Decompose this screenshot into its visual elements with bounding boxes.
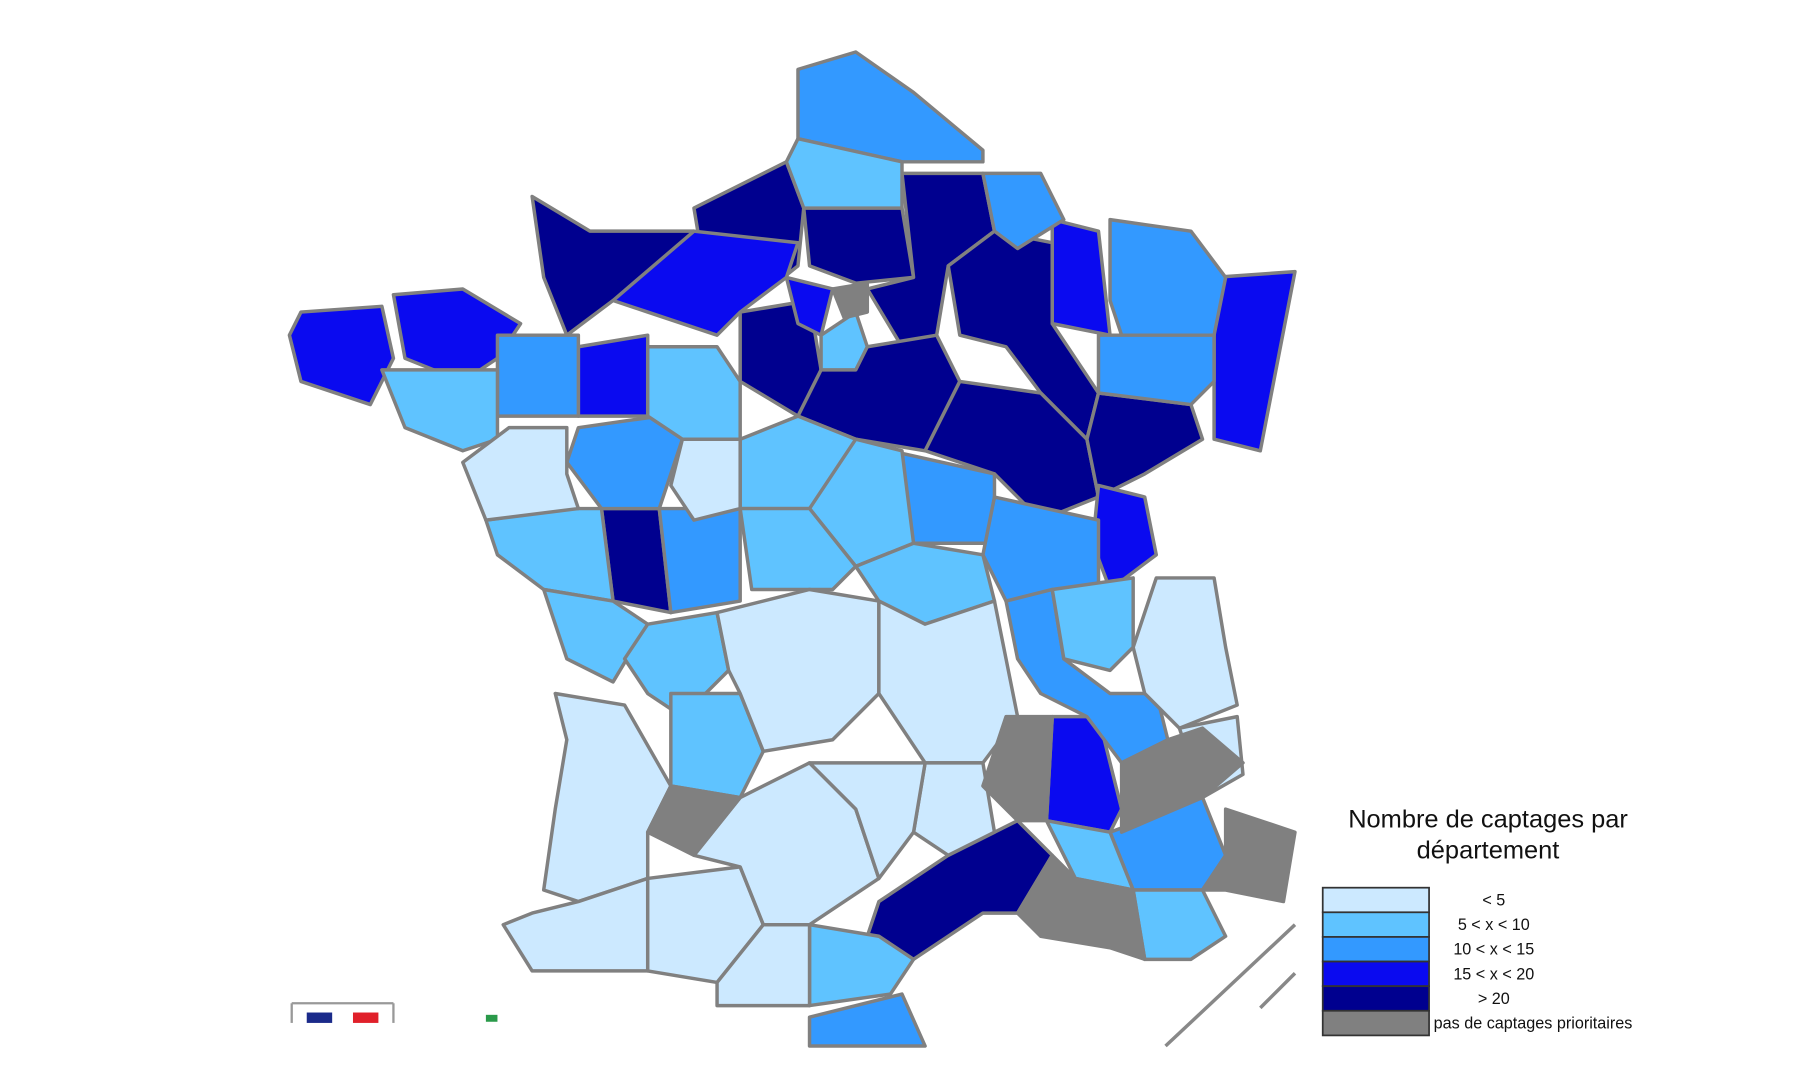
department <box>807 761 927 881</box>
department <box>1200 807 1297 904</box>
legend-title: Nombre de captages par <box>1348 805 1628 833</box>
department <box>981 714 1054 823</box>
department <box>645 784 742 858</box>
legend-label: 5 < x < 10 <box>1458 916 1530 934</box>
department <box>657 506 742 615</box>
decor-line <box>1259 971 1297 1010</box>
department <box>830 281 870 320</box>
department <box>738 506 858 592</box>
department <box>1050 576 1135 673</box>
legend: Nombre de captages par département < 5 5 … <box>1321 805 1633 1037</box>
legend-swatch <box>1321 960 1430 988</box>
department <box>541 691 673 904</box>
department <box>819 310 870 372</box>
legend-label: 15 < x < 20 <box>1453 965 1534 983</box>
department <box>1096 333 1216 407</box>
department <box>923 379 1101 522</box>
department <box>1085 391 1205 499</box>
logo-fragment <box>290 1002 498 1023</box>
department <box>1131 888 1228 962</box>
france-map <box>287 50 1297 1048</box>
department <box>484 506 615 603</box>
department <box>495 333 581 418</box>
department <box>669 691 766 800</box>
department <box>981 171 1066 251</box>
department <box>1015 853 1147 962</box>
legend-swatch <box>1321 936 1430 963</box>
decor-line <box>1164 923 1297 1048</box>
legend-label: pas de captages prioritaires <box>1434 1015 1633 1033</box>
department <box>287 304 396 407</box>
department <box>1131 576 1239 730</box>
legend-label: > 20 <box>1478 990 1510 1008</box>
department <box>565 414 685 511</box>
department <box>461 425 581 522</box>
department <box>784 136 904 210</box>
legend-label: < 5 <box>1482 891 1505 909</box>
department <box>645 345 742 441</box>
legend-swatch <box>1321 985 1430 1012</box>
department <box>1119 726 1245 834</box>
department <box>802 206 916 285</box>
department <box>807 992 927 1048</box>
department <box>1090 483 1159 592</box>
legend-label: 10 < x < 15 <box>1453 941 1534 959</box>
legend-swatch <box>1321 1009 1430 1037</box>
legend-swatch <box>1321 911 1430 938</box>
department <box>877 599 1020 765</box>
department <box>1050 217 1112 337</box>
legend-title: département <box>1417 837 1560 865</box>
department <box>1212 269 1297 453</box>
department <box>611 229 800 337</box>
department <box>1108 217 1228 337</box>
department <box>576 333 650 418</box>
legend-swatch <box>1321 886 1430 914</box>
department <box>715 587 881 754</box>
department <box>669 437 742 522</box>
department <box>380 368 500 453</box>
